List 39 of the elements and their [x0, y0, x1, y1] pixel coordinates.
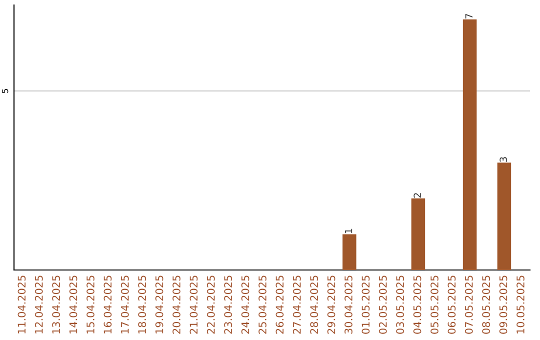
- x-tick-label: 08.05.2025: [482, 276, 490, 334]
- x-tick-label: 23.04.2025: [224, 276, 232, 334]
- x-tick-label: 15.04.2025: [86, 276, 94, 334]
- data-label: 2: [414, 193, 421, 198]
- x-tick-label: 24.04.2025: [241, 276, 250, 334]
- x-tick-label: 18.04.2025: [138, 276, 146, 334]
- x-tick-label: 17.04.2025: [120, 276, 129, 334]
- bar: [462, 19, 477, 270]
- data-label: 3: [500, 157, 508, 162]
- x-tick-label: 12.04.2025: [34, 276, 43, 334]
- x-tick-label: 14.04.2025: [69, 276, 78, 334]
- x-tick-label: 11.04.2025: [18, 276, 26, 334]
- x-tick-label: 13.04.2025: [52, 276, 60, 334]
- x-tick-label: 02.05.2025: [378, 276, 387, 334]
- x-tick-label: 07.05.2025: [464, 276, 473, 334]
- x-tick-label: 22.04.2025: [206, 276, 215, 334]
- x-tick-label: 28.04.2025: [310, 276, 318, 334]
- x-tick-label: 09.05.2025: [499, 276, 508, 334]
- bar: [342, 234, 356, 270]
- x-tick-label: 01.05.2025: [362, 276, 370, 334]
- x-tick-label: 19.04.2025: [155, 276, 164, 334]
- x-tick-label: 03.05.2025: [396, 276, 404, 334]
- ref-line-label: 5: [2, 89, 8, 93]
- x-tick-label: 30.04.2025: [344, 276, 352, 334]
- bar: [411, 198, 426, 270]
- x-tick-label: 27.04.2025: [292, 276, 301, 334]
- x-tick-label: 29.04.2025: [327, 276, 336, 334]
- x-tick-label: 06.05.2025: [448, 276, 456, 334]
- x-tick-label: 16.04.2025: [104, 276, 112, 334]
- x-tick-label: 04.05.2025: [413, 276, 422, 334]
- x-tick-label: 20.04.2025: [172, 276, 180, 334]
- x-tick-label: 26.04.2025: [276, 276, 284, 334]
- data-label: 1: [344, 228, 352, 234]
- x-tick-label: 25.04.2025: [258, 276, 266, 334]
- bar: [497, 162, 512, 270]
- data-label: 7: [465, 14, 472, 19]
- x-tick-label: 10.05.2025: [516, 276, 524, 334]
- x-tick-label: 21.04.2025: [190, 276, 198, 334]
- x-tick-label: 05.05.2025: [430, 276, 438, 334]
